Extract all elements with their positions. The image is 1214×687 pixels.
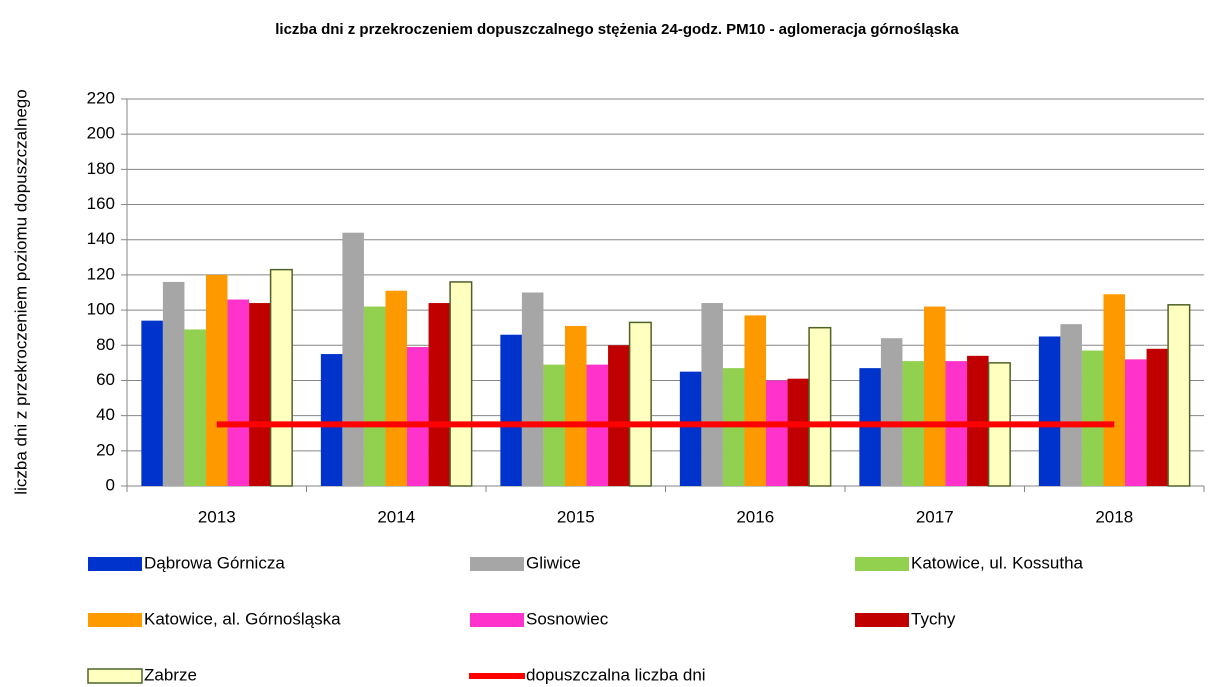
x-tick-label: 2014 — [377, 507, 415, 526]
bar — [342, 232, 364, 486]
legend-swatch — [470, 613, 524, 627]
bar — [1081, 350, 1104, 486]
y-tick-label: 180 — [87, 159, 115, 178]
chart-title: liczba dni z przekroczeniem dopuszczalne… — [275, 21, 959, 38]
bar — [701, 303, 723, 486]
bar — [428, 303, 451, 486]
bar — [1038, 336, 1061, 486]
legend-label: Gliwice — [526, 553, 581, 572]
y-tick-label: 120 — [87, 264, 115, 283]
y-tick-label: 20 — [96, 440, 115, 459]
legend-label: Katowice, ul. Kossutha — [911, 553, 1084, 572]
legend-swatch — [855, 557, 909, 571]
legend-label: Katowice, al. Górnośląska — [144, 609, 341, 628]
bar — [744, 315, 767, 486]
bar — [269, 268, 293, 487]
bar — [766, 380, 788, 486]
legend-label: Tychy — [911, 609, 956, 628]
legend-label: dopuszczalna liczba dni — [526, 665, 706, 684]
bar — [923, 306, 946, 486]
bar — [808, 326, 832, 487]
y-tick-label: 40 — [96, 405, 115, 424]
y-axis-label: liczba dni z przekroczeniem poziomu dopu… — [11, 89, 30, 494]
y-tick-label: 60 — [96, 370, 115, 389]
y-tick-label: 100 — [87, 300, 115, 319]
bar — [967, 355, 989, 486]
legend-swatch — [88, 557, 142, 571]
bar — [227, 299, 250, 486]
bar — [628, 321, 652, 487]
legend-swatch — [87, 668, 143, 684]
bar — [679, 371, 702, 486]
bar — [184, 329, 206, 486]
legend-label: Dąbrowa Górnicza — [144, 553, 285, 572]
x-tick-label: 2015 — [557, 507, 595, 526]
y-tick-label: 200 — [87, 124, 115, 143]
bar — [249, 303, 271, 486]
bar — [787, 378, 810, 486]
bar — [1103, 294, 1126, 486]
legend-swatch — [88, 613, 142, 627]
x-tick-label: 2016 — [736, 507, 774, 526]
bar — [162, 281, 185, 486]
legend-label: Sosnowiec — [526, 609, 609, 628]
x-tick-label: 2018 — [1095, 507, 1133, 526]
legend-swatch — [855, 613, 909, 627]
bar — [363, 306, 386, 486]
y-tick-label: 220 — [87, 88, 115, 107]
bar — [449, 281, 473, 487]
x-tick-label: 2013 — [198, 507, 236, 526]
bar — [608, 345, 630, 486]
bar — [500, 334, 522, 486]
bar — [1167, 304, 1191, 487]
bar — [1125, 359, 1147, 486]
bar — [141, 320, 163, 486]
y-tick-label: 0 — [106, 475, 115, 494]
bar — [880, 338, 903, 486]
bar — [407, 347, 429, 486]
bar — [1060, 324, 1082, 486]
bar — [205, 274, 228, 486]
y-tick-label: 80 — [96, 335, 115, 354]
bar — [1146, 348, 1169, 486]
bar — [385, 290, 408, 486]
y-tick-label: 140 — [87, 229, 115, 248]
bar — [521, 292, 544, 486]
bar — [320, 354, 343, 486]
x-tick-label: 2017 — [916, 507, 954, 526]
bar — [564, 325, 587, 486]
legend-label: Zabrze — [144, 665, 197, 684]
legend-swatch — [470, 557, 524, 571]
y-tick-label: 160 — [87, 194, 115, 213]
